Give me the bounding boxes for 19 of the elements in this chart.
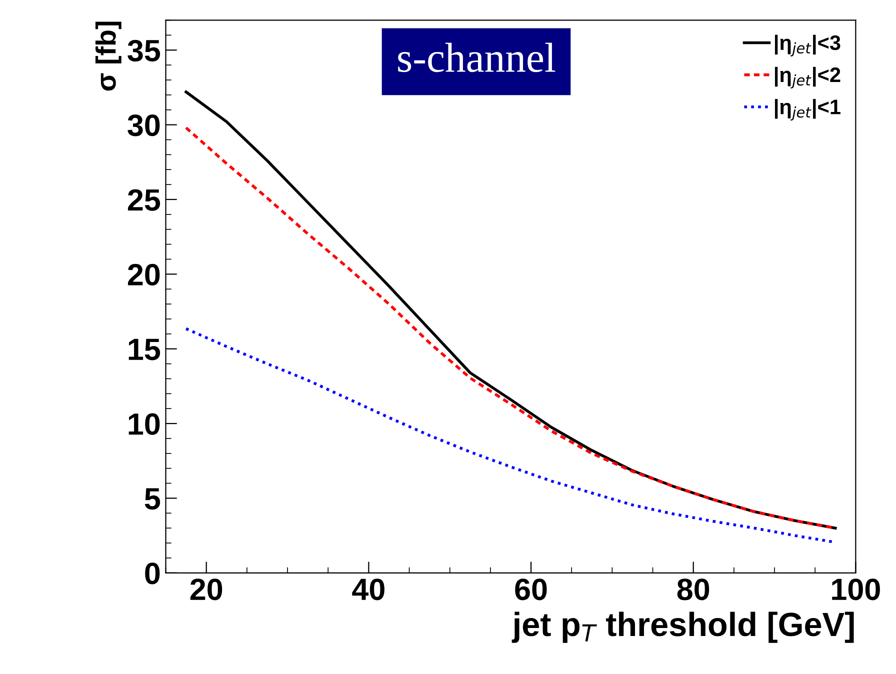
x-tick-label: 80: [677, 578, 710, 600]
legend-label: |η$_{jet}$|<1: [774, 98, 840, 121]
x-axis-title: jet p$_{T}$ threshold [GeV]: [512, 612, 854, 643]
x-tick-label: 40: [352, 578, 384, 600]
annotation: s-channel: [398, 42, 556, 72]
y-tick-label: 25: [128, 189, 160, 211]
y-axis-title: σ [fb]: [95, 22, 122, 91]
x-tick-label: 60: [515, 578, 547, 600]
x-tick-label: 100: [832, 578, 880, 600]
y-tick-label: 20: [128, 264, 160, 286]
x-tick-label: 20: [190, 578, 222, 600]
y-tick-label: 30: [128, 114, 160, 136]
y-tick-label: 10: [128, 413, 160, 435]
y-tick-label: 15: [128, 338, 160, 360]
y-tick-label: 35: [128, 40, 160, 62]
y-tick-label: 5: [144, 488, 160, 510]
y-tick-label: 0: [145, 562, 160, 584]
legend-label: |η$_{jet}$|<3: [774, 34, 840, 56]
legend-label: |η$_{jet}$|<2: [774, 66, 840, 88]
